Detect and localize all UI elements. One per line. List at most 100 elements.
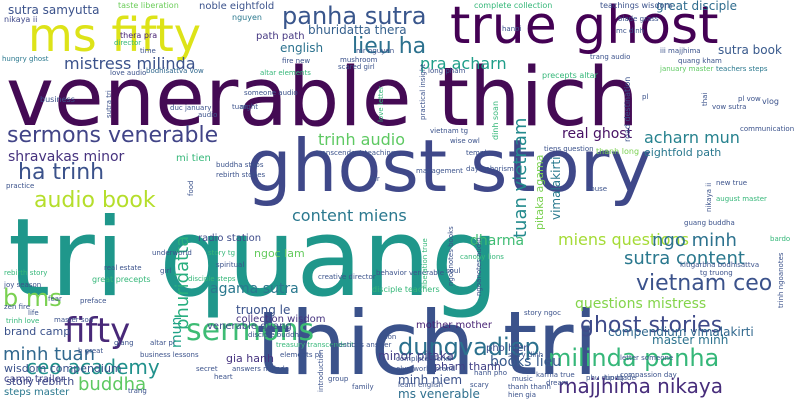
cloud-word: underworld: [152, 249, 192, 257]
cloud-word: english: [280, 41, 324, 55]
cloud-word: complete works: [396, 355, 452, 363]
cloud-word: truong le: [236, 303, 291, 317]
cloud-word: trinh ngoanotes: [777, 252, 785, 308]
cloud-word: creative director: [318, 273, 376, 281]
cloud-word: nikaya ii: [705, 182, 713, 212]
cloud-word: disciple steps: [188, 275, 236, 283]
cloud-word: thai: [701, 92, 709, 106]
cloud-word: elements pl: [280, 351, 322, 359]
cloud-word: wise owl: [450, 137, 480, 145]
cloud-word: love letter: [377, 86, 385, 122]
cloud-word: house: [586, 185, 608, 193]
cloud-word: books lieu: [490, 354, 562, 370]
cloud-word: guang buddha: [684, 219, 735, 227]
cloud-word: master son: [54, 316, 94, 324]
cloud-word: compendium vimalakirti: [608, 325, 754, 339]
cloud-word: scared girl: [338, 63, 375, 71]
cloud-word: hungry ghost: [2, 55, 49, 63]
cloud-word: thera pra: [120, 31, 158, 40]
cloud-word: rebirth story: [4, 269, 48, 277]
cloud-word: time: [140, 47, 156, 55]
cloud-word: giang: [114, 339, 134, 347]
cloud-word: agama sutra: [210, 281, 299, 297]
cloud-word: long pham: [428, 67, 466, 75]
cloud-word: taste liberation: [118, 1, 179, 10]
cloud-word: food: [187, 180, 195, 196]
cloud-word: practice: [6, 182, 35, 190]
cloud-word: sutra content: [624, 248, 745, 269]
cloud-word: panha sutra: [282, 2, 427, 30]
cloud-word: mr: [370, 175, 380, 183]
cloud-word: nguyen: [232, 13, 262, 22]
cloud-word: joy season: [4, 281, 42, 289]
cloud-word: sutra book: [718, 43, 782, 57]
cloud-word: vietnam tg: [430, 127, 469, 135]
cloud-word: ms venerable: [398, 387, 480, 400]
cloud-word: behavior venerable: [376, 269, 445, 277]
cloud-word: bodhisattva vow: [146, 67, 204, 75]
cloud-word: pitaka agama: [533, 154, 546, 230]
cloud-word: wisdom compendium: [4, 362, 122, 375]
cloud-word: b great: [78, 347, 104, 355]
cloud-word: story rebirth: [6, 375, 75, 388]
cloud-word: bhuridatta thera: [308, 23, 407, 37]
cloud-word: precepts altar: [542, 71, 598, 80]
cloud-word: dungvadiep: [398, 333, 540, 361]
cloud-word: ms fifty: [28, 8, 202, 62]
cloud-word: story tg: [208, 249, 236, 257]
cloud-word: pham thanh: [434, 360, 501, 373]
cloud-word: preface: [80, 297, 107, 305]
cloud-word: transcendent teachings: [316, 149, 399, 157]
cloud-word: ceo academy: [26, 355, 160, 379]
cloud-word: majjhima nikaya: [558, 374, 723, 398]
cloud-word: director: [114, 39, 142, 47]
cloud-word: pho hien: [486, 343, 530, 354]
cloud-word: eightfold path: [644, 146, 722, 159]
cloud-word: karma true: [536, 371, 575, 379]
cloud-word: new true: [716, 179, 748, 187]
cloud-word: ngoc lam: [254, 247, 305, 260]
cloud-word: sermons venerable: [7, 123, 219, 148]
cloud-word: practical insight: [419, 63, 427, 120]
cloud-word: business: [40, 95, 75, 104]
cloud-word: tg truong: [700, 269, 733, 277]
cloud-word: real estate: [104, 264, 142, 272]
cloud-word: nikaya ii: [4, 15, 38, 24]
cloud-word: temple: [466, 149, 491, 157]
cloud-word: someone audio: [244, 89, 298, 97]
cloud-word: venerable thich: [6, 51, 639, 145]
cloud-word: ngoanotes books: [447, 226, 455, 286]
cloud-word: iii majjhima: [660, 47, 701, 55]
cloud-word: love audio: [110, 69, 147, 77]
cloud-word: pl: [642, 93, 649, 101]
cloud-word: phu duong: [586, 374, 624, 382]
cloud-word: liberation true: [421, 238, 429, 288]
cloud-word: tri quang: [8, 196, 500, 321]
cloud-word: ngoanotes audio: [475, 237, 483, 297]
cloud-word: kitigarbha bodhisattva: [680, 261, 760, 269]
cloud-word: questions answer: [330, 341, 392, 349]
cloud-word: master minh: [652, 333, 729, 347]
cloud-word: soul: [446, 267, 461, 275]
cloud-word: b ms: [3, 284, 62, 312]
cloud-word: noble eightfold: [199, 1, 275, 12]
cloud-word: audio book: [34, 188, 156, 213]
cloud-word: group: [328, 375, 349, 383]
cloud-word: mistress milinda: [64, 54, 196, 73]
cloud-word: mc dinh: [616, 27, 645, 35]
cloud-word: sutra samyutta: [8, 3, 100, 17]
cloud-word: letter someone: [620, 354, 674, 362]
cloud-word: mother mother: [416, 320, 492, 331]
cloud-word: management: [416, 167, 463, 175]
cloud-word: content miens: [292, 206, 407, 225]
cloud-word: fire new: [282, 57, 311, 65]
cloud-word: road destination: [623, 76, 632, 142]
cloud-word: olymworld brand: [396, 365, 456, 373]
cloud-word: bardo: [770, 235, 791, 243]
cloud-word: zen fire: [4, 303, 31, 311]
cloud-word: mr nguyen: [356, 47, 395, 55]
cloud-word: camp trailer: [4, 374, 65, 385]
cloud-word: dinh soan: [491, 100, 500, 140]
cloud-word: path path: [256, 31, 305, 42]
cloud-word: heart: [214, 373, 233, 381]
